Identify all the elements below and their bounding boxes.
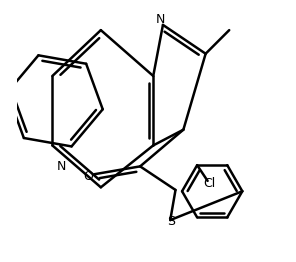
Text: N: N — [57, 160, 66, 173]
Text: Cl: Cl — [203, 177, 215, 190]
Text: O: O — [83, 170, 93, 183]
Text: N: N — [156, 13, 165, 26]
Text: S: S — [168, 215, 176, 228]
